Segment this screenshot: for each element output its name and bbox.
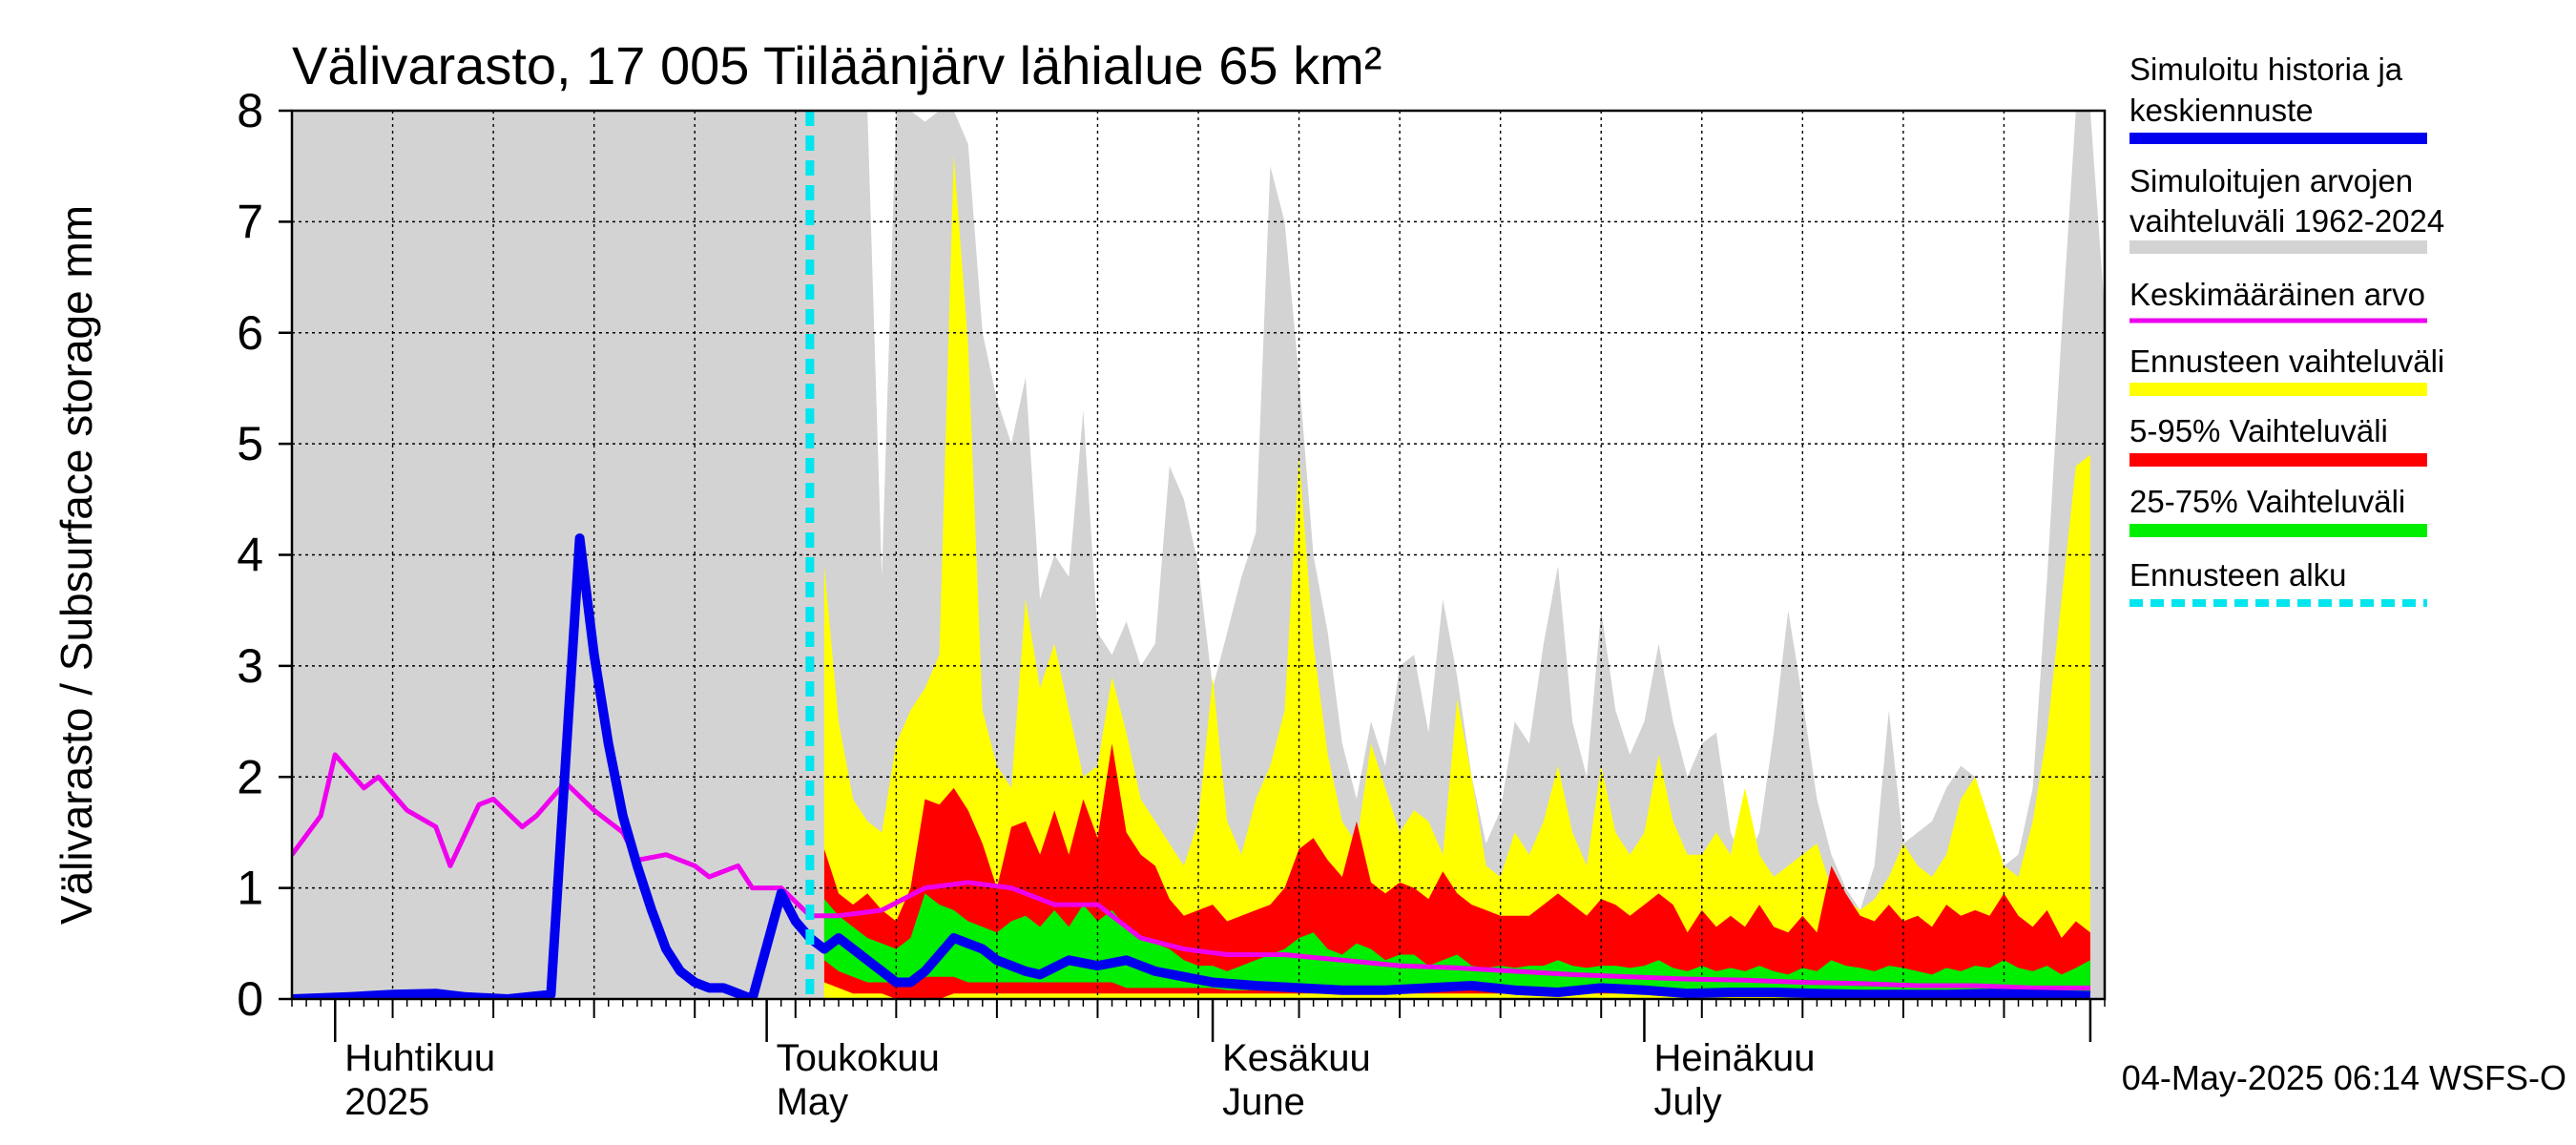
month-label-fi: Huhtikuu — [344, 1037, 495, 1079]
chart-title: Välivarasto, 17 005 Tiiläänjärv lähialue… — [292, 35, 1381, 95]
legend-label: Ennusteen vaihteluväli — [2129, 344, 2444, 379]
band-range-hist — [292, 111, 2105, 999]
history-forecast-line — [292, 533, 2090, 999]
y-tick-label: 6 — [237, 306, 263, 360]
legend-label: vaihteluväli 1962-2024 — [2129, 203, 2444, 239]
y-tick-label: 4 — [237, 529, 263, 582]
legend-label: 25-75% Vaihteluväli — [2129, 484, 2405, 519]
legend-label: 5-95% Vaihteluväli — [2129, 413, 2388, 448]
axes: 012345678Huhtikuu2025ToukokuuMayKesäkuuJ… — [237, 84, 2107, 1123]
legend-label: Ennusteen alku — [2129, 557, 2347, 593]
y-tick-label: 7 — [237, 195, 263, 248]
legend-label: Keskimääräinen arvo — [2129, 277, 2425, 312]
month-label-fi: Heinäkuu — [1653, 1037, 1815, 1079]
y-tick-label: 0 — [237, 972, 263, 1026]
plot-content — [292, 111, 2105, 999]
legend-label: Simuloitu historia ja — [2129, 52, 2403, 87]
month-label-en: 2025 — [344, 1081, 429, 1123]
mean-line — [292, 752, 2090, 990]
month-label-fi: Toukokuu — [777, 1037, 940, 1079]
y-axis-label: Välivarasto / Subsurface storage mm — [52, 205, 101, 925]
month-label-en: May — [777, 1081, 849, 1123]
legend: Simuloitu historia ja keskiennuste Simuloi… — [2129, 52, 2444, 607]
y-tick-label: 5 — [237, 417, 263, 470]
y-tick-label: 8 — [237, 84, 263, 137]
month-label-en: June — [1222, 1081, 1305, 1123]
y-tick-label: 2 — [237, 750, 263, 803]
plot-area — [292, 111, 2105, 999]
month-label-fi: Kesäkuu — [1222, 1037, 1371, 1079]
timestamp: 04-May-2025 06:14 WSFS-O — [2122, 1058, 2566, 1097]
legend-label: keskiennuste — [2129, 93, 2314, 128]
y-tick-label: 3 — [237, 639, 263, 693]
legend-label: Simuloitujen arvojen — [2129, 163, 2413, 198]
y-tick-label: 1 — [237, 862, 263, 915]
month-label-en: July — [1653, 1081, 1721, 1123]
